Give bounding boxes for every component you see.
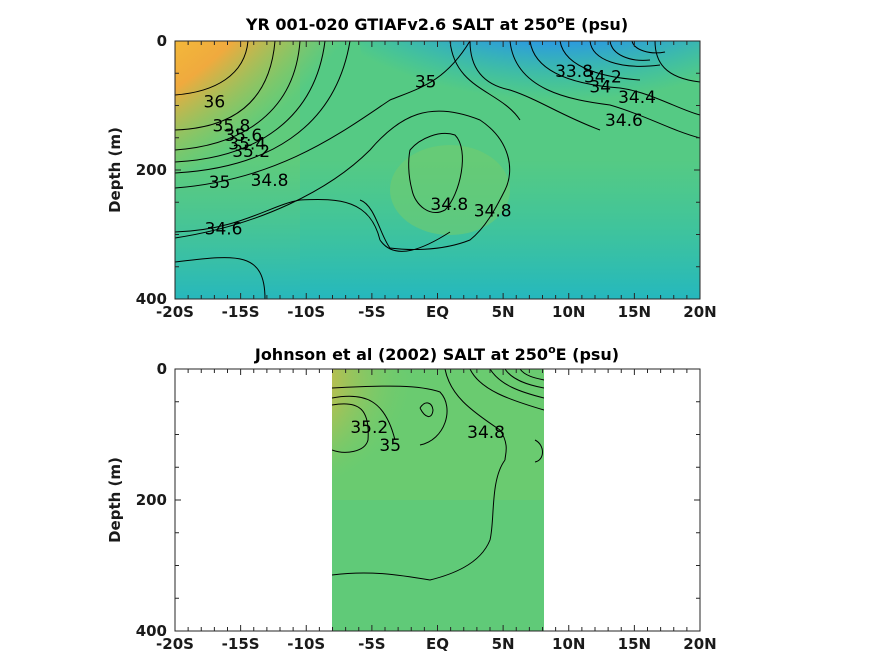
contour-label: 35.4 bbox=[228, 134, 266, 154]
y-axis-label: Depth (m) bbox=[106, 457, 124, 543]
contour-label: 34.8 bbox=[467, 423, 505, 443]
contour-label: 34.8 bbox=[430, 195, 468, 215]
contour-label: 36 bbox=[204, 92, 226, 112]
x-tick-label: -15S bbox=[222, 635, 260, 653]
y-axis-label: Depth (m) bbox=[106, 127, 124, 213]
x-tick-label: EQ bbox=[426, 635, 449, 653]
x-tick-label: 20N bbox=[683, 635, 716, 653]
contour-label: 34 bbox=[589, 78, 611, 98]
x-tick-label: -5S bbox=[358, 635, 385, 653]
x-tick-label: -10S bbox=[287, 303, 325, 321]
contour-label: 35 bbox=[415, 72, 437, 92]
x-tick-label: -15S bbox=[222, 303, 260, 321]
high-salinity-core bbox=[332, 369, 432, 490]
contour-label: 35 bbox=[379, 436, 401, 456]
x-tick-label: 15N bbox=[618, 635, 651, 653]
y-tick-label: 200 bbox=[136, 161, 167, 179]
chart-johnson-salt: Johnson et al (2002) SALT at 250oE (psu) bbox=[106, 343, 717, 653]
y-tick-label: 400 bbox=[136, 290, 167, 308]
contour-label: 35.6 bbox=[224, 126, 262, 146]
contour-label: 35 bbox=[209, 173, 231, 193]
low-salinity-core bbox=[424, 369, 544, 439]
y-axis: 0 200 400 bbox=[136, 32, 700, 308]
equatorial-tongue bbox=[390, 145, 510, 235]
contour-lines bbox=[175, 41, 700, 299]
y-tick-label: 400 bbox=[136, 622, 167, 640]
x-tick-label: -20S bbox=[156, 303, 194, 321]
x-tick-label: 5N bbox=[492, 635, 515, 653]
high-salinity-core bbox=[175, 41, 405, 231]
chart-title: Johnson et al (2002) SALT at 250oE (psu) bbox=[254, 343, 619, 364]
contour-label: 35.8 bbox=[213, 116, 251, 136]
contour-label: 34.6 bbox=[205, 220, 243, 240]
x-tick-label: 15N bbox=[618, 303, 651, 321]
x-tick-label: -5S bbox=[358, 303, 385, 321]
contour-label: 34.8 bbox=[474, 201, 512, 221]
contour-labels: 35.235 34.8 bbox=[350, 418, 505, 456]
x-tick-label: 5N bbox=[492, 303, 515, 321]
x-tick-label: -20S bbox=[156, 635, 194, 653]
contour-label: 34.8 bbox=[251, 171, 289, 191]
contour-lines bbox=[332, 369, 544, 581]
x-tick-label: EQ bbox=[426, 303, 449, 321]
contour-label: 33.8 bbox=[555, 62, 593, 82]
chart-gtiaf-salt: YR 001-020 GTIAFv2.6 SALT at 250oE (psu) bbox=[106, 13, 717, 321]
x-tick-label: -10S bbox=[287, 635, 325, 653]
x-tick-label: 10N bbox=[552, 635, 585, 653]
contour-label: 35.2 bbox=[232, 142, 270, 162]
contour-label: 34.6 bbox=[605, 111, 643, 131]
contour-label: 35.2 bbox=[350, 418, 388, 438]
chart-title: YR 001-020 GTIAFv2.6 SALT at 250oE (psu) bbox=[245, 13, 628, 34]
x-tick-label: 10N bbox=[552, 303, 585, 321]
contour-label: 34.4 bbox=[618, 88, 656, 108]
y-axis: 0 200 400 bbox=[136, 360, 700, 640]
x-axis: -20S -15S -10S -5S EQ 5N 10N 15N 20N bbox=[156, 41, 717, 321]
contour-label: 34.2 bbox=[584, 67, 622, 87]
x-tick-label: 20N bbox=[683, 303, 716, 321]
y-tick-label: 0 bbox=[157, 360, 167, 378]
y-tick-label: 0 bbox=[157, 32, 167, 50]
x-axis: -20S -15S -10S -5S EQ 5N 10N 15N 20N bbox=[156, 369, 717, 653]
y-tick-label: 200 bbox=[136, 491, 167, 509]
